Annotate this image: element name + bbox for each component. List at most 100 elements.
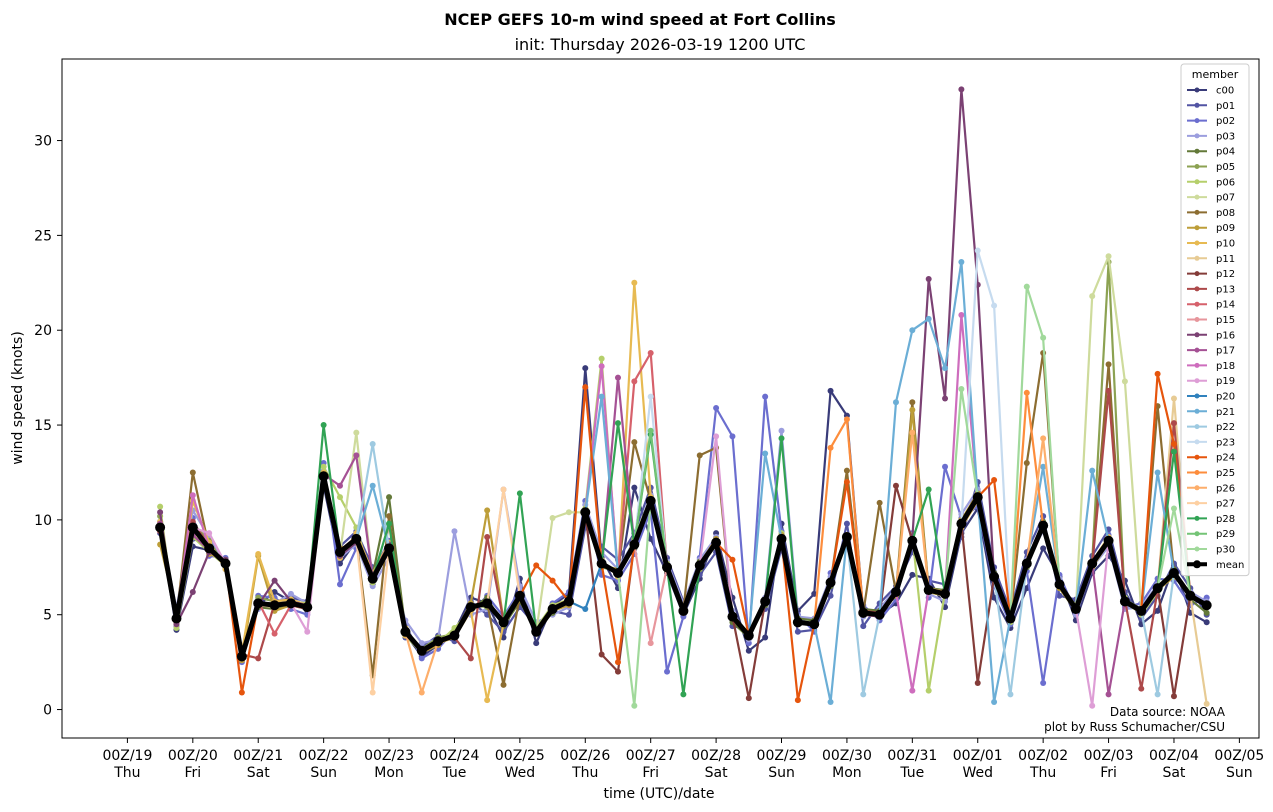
data-point-p21	[958, 258, 965, 265]
data-point-p16	[189, 588, 196, 595]
data-point-p18	[909, 687, 916, 694]
data-point-p07	[549, 514, 556, 521]
data-point-p02	[664, 668, 671, 675]
legend-entry-p09: p09	[1187, 223, 1235, 234]
data-point-p24	[991, 477, 998, 484]
data-point-p29	[647, 427, 654, 434]
legend-label: p20	[1216, 392, 1235, 403]
y-axis-label: wind speed (knots)	[10, 331, 26, 465]
data-point-c00	[1203, 619, 1210, 626]
legend-swatch-marker	[1194, 332, 1200, 338]
x-axis: 00Z/19Thu00Z/20Fri00Z/21Sat00Z/22Sun00Z/…	[102, 738, 1264, 781]
legend-entry-p07: p07	[1187, 193, 1235, 204]
data-point-mean	[645, 495, 656, 506]
x-tick-label-day: Wed	[962, 765, 993, 781]
series-p16	[157, 86, 1210, 662]
series-line-p16	[159, 88, 1208, 660]
data-point-p22	[369, 441, 376, 448]
legend-label: p17	[1216, 346, 1235, 357]
legend-entry-p03: p03	[1187, 131, 1235, 142]
data-point-p16	[271, 577, 278, 584]
legend-label: p22	[1216, 422, 1235, 433]
data-point-p07	[353, 429, 360, 436]
data-point-p01	[827, 592, 834, 599]
data-point-p13	[255, 655, 262, 662]
legend-swatch-marker	[1194, 286, 1200, 292]
legend-label: p29	[1216, 529, 1235, 540]
data-point-c00	[745, 647, 752, 654]
data-point-p21	[598, 393, 605, 400]
data-point-p13	[1170, 420, 1177, 427]
data-point-mean	[1070, 604, 1081, 615]
data-point-p30	[1023, 283, 1030, 290]
data-point-mean	[318, 471, 329, 482]
data-point-mean	[253, 598, 264, 609]
data-point-mean	[1185, 590, 1196, 601]
data-point-mean	[1038, 520, 1049, 531]
legend-entry-p08: p08	[1187, 208, 1235, 219]
x-tick-label-day: Tue	[899, 765, 924, 781]
data-point-p10	[484, 697, 491, 704]
legend-swatch-marker	[1194, 118, 1200, 124]
legend-swatch-marker	[1194, 179, 1200, 185]
legend-swatch-marker	[1194, 209, 1200, 215]
data-point-mean	[629, 539, 640, 550]
data-point-mean	[400, 626, 411, 637]
data-point-p28	[386, 520, 393, 527]
data-point-mean	[711, 537, 722, 548]
data-point-p06	[320, 463, 327, 470]
x-tick-label-time: 00Z/01	[953, 748, 1003, 764]
data-point-mean	[384, 543, 395, 554]
data-point-p04	[386, 494, 393, 501]
data-point-p02	[762, 393, 769, 400]
data-point-p12	[1170, 693, 1177, 700]
legend-label: c00	[1216, 86, 1234, 97]
data-point-c00	[827, 387, 834, 394]
x-tick-label-time: 00Z/26	[560, 748, 610, 764]
y-axis: 0 5 10 15 20 25 30	[34, 134, 62, 719]
data-point-p24	[1154, 370, 1161, 377]
legend-label: p01	[1216, 101, 1235, 112]
data-point-mean	[694, 560, 705, 571]
legend-entry-c00: c00	[1187, 86, 1234, 97]
legend-label: p28	[1216, 514, 1235, 525]
data-point-p13	[467, 655, 474, 662]
legend-swatch-marker	[1194, 133, 1200, 139]
data-point-p17	[353, 452, 360, 459]
data-point-mean	[531, 626, 542, 637]
annotation-line-2: plot by Russ Schumacher/CSU	[1044, 720, 1225, 734]
data-point-p21	[1154, 469, 1161, 476]
data-point-p28	[1170, 448, 1177, 455]
legend-label: p14	[1216, 300, 1235, 311]
data-point-mean	[596, 558, 607, 569]
data-point-p26	[909, 429, 916, 436]
legend-entry-p13: p13	[1187, 284, 1235, 295]
x-tick-label-time: 00Z/29	[757, 748, 807, 764]
data-point-p24	[238, 689, 245, 696]
legend-entry-p10: p10	[1187, 239, 1235, 250]
data-point-p12	[892, 482, 899, 489]
data-point-p07	[1105, 253, 1112, 260]
data-point-mean	[858, 607, 869, 618]
data-point-p14	[271, 630, 278, 637]
legend-label: p23	[1216, 437, 1235, 448]
data-point-p02	[713, 404, 720, 411]
legend-entry-p01: p01	[1187, 101, 1235, 112]
data-point-p20	[582, 606, 589, 613]
x-tick-label-time: 00Z/22	[299, 748, 349, 764]
data-point-mean	[907, 535, 918, 546]
legend-label: p16	[1216, 330, 1235, 341]
data-point-p02	[1040, 679, 1047, 686]
legend-label: p19	[1216, 376, 1235, 387]
data-point-p19	[206, 530, 213, 537]
series-p10	[157, 279, 1210, 704]
data-point-p25	[827, 444, 834, 451]
legend-entry-p20: p20	[1187, 392, 1235, 403]
legend-entry-p28: p28	[1187, 514, 1235, 525]
data-point-p02	[418, 655, 425, 662]
x-tick-label-day: Fri	[1100, 765, 1117, 781]
data-point-mean	[1087, 558, 1098, 569]
mean-layer	[155, 471, 1212, 662]
legend-label: p07	[1216, 193, 1235, 204]
